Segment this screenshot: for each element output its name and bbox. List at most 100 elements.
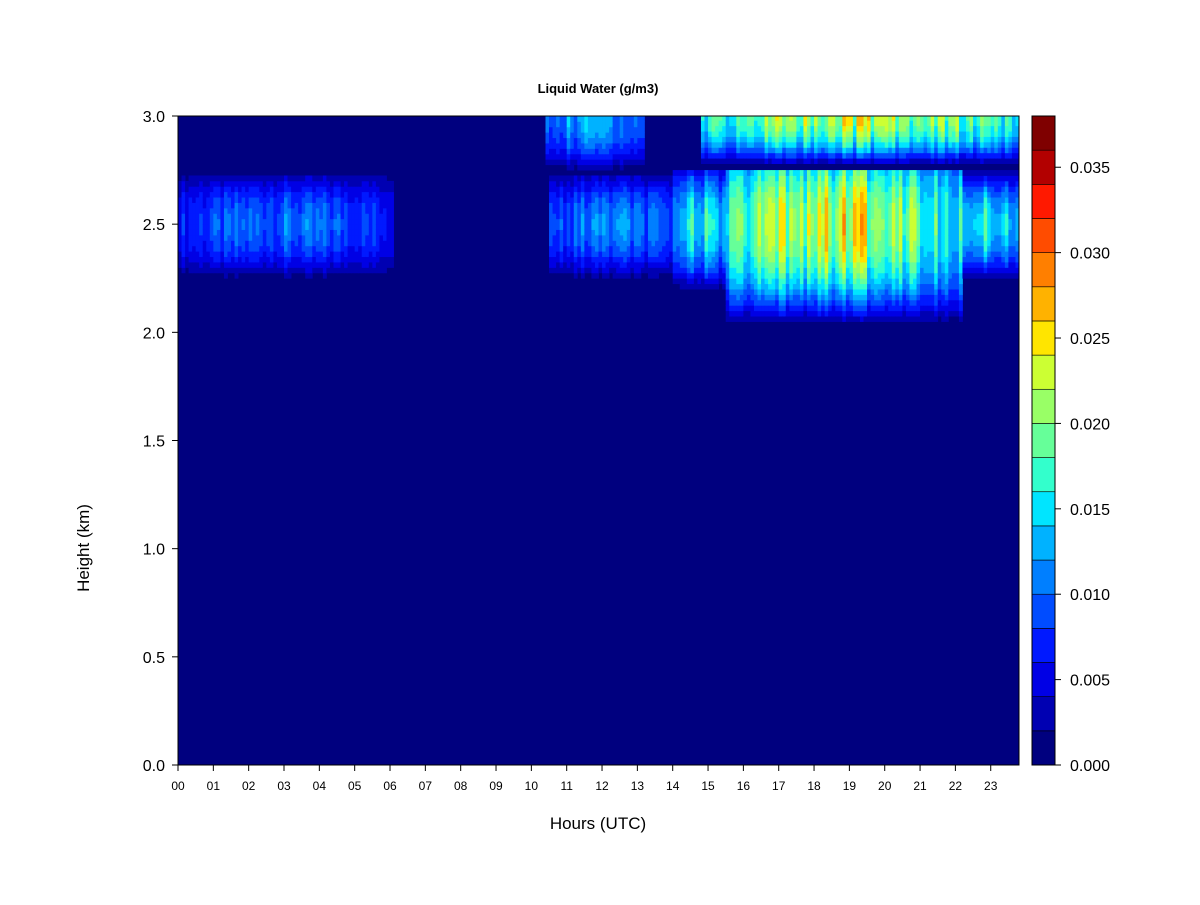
heatmap-cell [259, 197, 264, 203]
heatmap-cell [905, 245, 910, 252]
heatmap-cell [775, 180, 780, 187]
heatmap-cell [831, 197, 836, 203]
heatmap-cell [718, 136, 723, 143]
heatmap-cell [573, 262, 578, 268]
heatmap-cell [909, 310, 914, 317]
heatmap-cell [308, 180, 313, 187]
heatmap-cell [835, 283, 840, 290]
heatmap-cell [276, 213, 281, 220]
heatmap-cell [792, 136, 797, 143]
heatmap-cell [241, 224, 246, 230]
heatmap-cell [626, 126, 631, 133]
heatmap-cell [241, 197, 246, 203]
heatmap-cell [948, 202, 953, 209]
heatmap-cell [623, 256, 628, 263]
heatmap-cell [750, 278, 755, 285]
heatmap-cell [806, 267, 811, 274]
heatmap-cell [386, 224, 391, 230]
heatmap-cell [859, 234, 864, 241]
heatmap-cell [185, 197, 189, 203]
heatmap-cell [775, 289, 780, 295]
heatmap-cell [301, 186, 306, 193]
heatmap-cell [337, 213, 341, 220]
heatmap-cell [976, 180, 981, 187]
heatmap-cell [1015, 234, 1020, 241]
heatmap-cell [997, 218, 1002, 225]
heatmap-cell [570, 164, 575, 171]
heatmap-cell [192, 218, 197, 225]
heatmap-cell [930, 262, 935, 268]
heatmap-cell [209, 240, 214, 247]
heatmap-cell [686, 229, 691, 236]
heatmap-cell [609, 218, 614, 225]
heatmap-cell [382, 180, 387, 187]
heatmap-cell [298, 175, 303, 182]
heatmap-cell [732, 294, 737, 301]
heatmap-cell [351, 267, 356, 274]
heatmap-cell [849, 152, 854, 159]
heatmap-cell [810, 175, 815, 182]
heatmap-cell [287, 229, 292, 236]
heatmap-cell [803, 251, 808, 258]
heatmap-cell [750, 207, 755, 214]
heatmap-cell [386, 197, 391, 203]
heatmap-cell [835, 289, 840, 295]
heatmap-cell [838, 131, 843, 137]
heatmap-cell [609, 197, 614, 203]
heatmap-cell [580, 116, 585, 122]
heatmap-cell [927, 180, 932, 187]
heatmap-cell [891, 202, 896, 209]
heatmap-cell [563, 240, 568, 247]
heatmap-cell [294, 245, 299, 252]
heatmap-cell [891, 256, 896, 263]
heatmap-cell [329, 234, 334, 241]
heatmap-cell [821, 170, 826, 176]
heatmap-cell [559, 251, 564, 258]
heatmap-cell [609, 175, 614, 182]
heatmap-cell [912, 256, 917, 263]
heatmap-cell [379, 245, 384, 252]
heatmap-cell [810, 224, 815, 230]
heatmap-cell [771, 170, 776, 176]
heatmap-cell [859, 256, 864, 263]
heatmap-cell [234, 207, 239, 214]
heatmap-cell [976, 170, 981, 176]
heatmap-cell [390, 180, 394, 187]
heatmap-cell [241, 202, 246, 209]
heatmap-cell [966, 240, 970, 247]
heatmap-cell [361, 180, 366, 187]
heatmap-cell [676, 180, 681, 187]
heatmap-cell [594, 159, 599, 166]
heatmap-cell [213, 240, 218, 247]
heatmap-cell [870, 218, 875, 225]
heatmap-cell [711, 180, 716, 187]
heatmap-cell [291, 245, 296, 252]
heatmap-cell [863, 278, 868, 285]
heatmap-cell [934, 218, 939, 225]
heatmap-cell [287, 272, 292, 279]
heatmap-cell [340, 251, 345, 258]
heatmap-cell [764, 175, 769, 182]
heatmap-cell [859, 170, 864, 176]
heatmap-cell [732, 224, 737, 230]
heatmap-cell [966, 218, 970, 225]
heatmap-cell [757, 272, 762, 279]
heatmap-cell [715, 234, 720, 241]
heatmap-cell [386, 256, 391, 263]
heatmap-cell [796, 202, 801, 209]
heatmap-cell [697, 218, 702, 225]
heatmap-cell [775, 283, 780, 290]
heatmap-cell [234, 229, 239, 236]
heatmap-cell [361, 218, 366, 225]
heatmap-cell [231, 267, 235, 274]
heatmap-cell [573, 213, 578, 220]
heatmap-cell [262, 251, 267, 258]
heatmap-cell [821, 310, 826, 317]
heatmap-cell [305, 256, 310, 263]
heatmap-cell [852, 207, 857, 214]
heatmap-cell [757, 136, 762, 143]
heatmap-cell [856, 272, 861, 279]
heatmap-cell [771, 294, 776, 301]
heatmap-cell [824, 272, 829, 279]
heatmap-cell [980, 272, 985, 279]
